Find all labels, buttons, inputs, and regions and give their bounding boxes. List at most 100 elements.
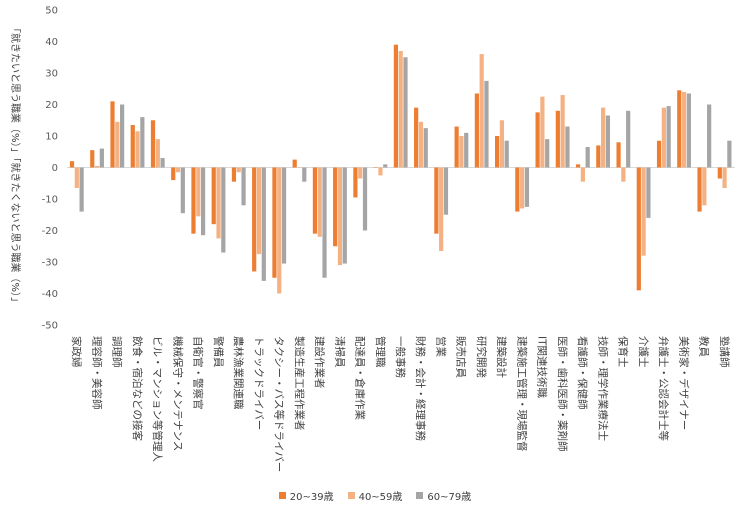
bar-1-30 <box>656 140 662 168</box>
bar-1-18 <box>414 107 419 168</box>
y-axis-label: 「就きたいと思う職業（%）」「就きたくないと思う職業（%）」 <box>9 23 22 307</box>
bar-3-19 <box>443 167 449 215</box>
bar-2-6 <box>175 167 181 173</box>
bar-2-29 <box>641 167 646 256</box>
bar-3-7 <box>200 167 206 236</box>
bar-1-19 <box>434 167 439 234</box>
bar-3-13 <box>322 167 327 278</box>
bar-1-31 <box>677 90 682 168</box>
category-label: ビル・マンション等管理人 <box>151 336 164 462</box>
category-label: 医師・歯科医師・薬剤師 <box>556 336 569 452</box>
bar-3-17 <box>403 57 408 168</box>
bar-2-31 <box>681 91 687 168</box>
y-tick-label: 30 <box>45 69 58 80</box>
bar-3-8 <box>221 167 226 253</box>
legend-label: 60~79歳 <box>427 492 472 503</box>
y-tick-label: -40 <box>42 289 58 300</box>
bar-3-2 <box>99 148 104 168</box>
bars <box>69 44 732 294</box>
bar-1-27 <box>596 145 601 168</box>
y-tick-label: -10 <box>42 195 58 206</box>
category-label: 弁護士・公認会計士等 <box>657 336 670 441</box>
category-label: 一般事務 <box>394 336 407 378</box>
bar-1-1 <box>69 161 75 168</box>
legend-item: 60~79歳 <box>416 488 471 503</box>
bar-1-20 <box>454 126 459 168</box>
bar-3-1 <box>79 167 84 212</box>
bar-2-2 <box>94 165 100 168</box>
bar-3-33 <box>727 140 732 168</box>
bar-2-24 <box>540 96 545 168</box>
category-label: 家政婦 <box>70 336 83 368</box>
bar-2-7 <box>196 167 201 217</box>
bar-3-23 <box>524 167 530 207</box>
category-label: 調理師 <box>111 336 124 368</box>
bar-1-5 <box>150 120 156 168</box>
bar-2-13 <box>317 167 322 237</box>
bar-1-2 <box>90 150 95 168</box>
bar-1-29 <box>636 167 641 291</box>
category-label: 農林漁業関連職 <box>232 336 245 410</box>
bar-3-31 <box>686 93 691 168</box>
bar-3-15 <box>362 167 368 231</box>
category-label: 看護師・保健師 <box>576 336 589 410</box>
category-label: 理容師・美容師 <box>90 336 103 410</box>
bar-2-28 <box>621 167 626 182</box>
bar-3-29 <box>646 167 651 218</box>
bar-3-9 <box>241 167 246 206</box>
bar-1-12 <box>292 159 297 168</box>
bar-1-25 <box>555 110 560 168</box>
category-label: タクシー・バス等ドライバー <box>273 336 286 472</box>
category-label: 美術家・デザイナー <box>677 336 690 430</box>
category-label: 自衛官・警察官 <box>192 336 205 410</box>
category-label: 建設作業者 <box>313 336 326 389</box>
bar-1-9 <box>231 167 237 182</box>
category-label: 営業 <box>434 336 447 357</box>
bar-1-8 <box>211 167 216 225</box>
bar-3-27 <box>605 115 611 168</box>
bar-1-13 <box>312 167 318 234</box>
bar-3-4 <box>140 117 145 168</box>
bar-2-30 <box>661 107 666 168</box>
bar-2-20 <box>459 136 464 168</box>
bar-2-23 <box>520 167 525 209</box>
category-label: 警備員 <box>212 336 225 368</box>
bar-1-14 <box>333 167 338 247</box>
y-tick-label: 50 <box>45 6 58 17</box>
legend-swatch <box>278 492 286 499</box>
y-axis-title: 「就きたいと思う職業（%）」「就きたくないと思う職業（%）」 <box>9 23 22 307</box>
bar-1-33 <box>717 167 722 179</box>
category-label: 教員 <box>698 336 711 357</box>
category-label: IT関連技術職 <box>536 336 549 399</box>
category-label: 技師・理学作業療法士 <box>596 336 609 441</box>
bar-2-10 <box>256 167 262 255</box>
legend-item: 20~39歳 <box>278 488 334 503</box>
bar-1-11 <box>272 167 277 278</box>
bar-1-3 <box>110 101 115 168</box>
category-labels: 家政婦 理容師・美容師 調理師 飲食・宿泊などの接客 ビル・マンション等管理人 機械保守・… <box>70 336 731 472</box>
legend-swatch <box>416 492 424 499</box>
y-tick-label: 40 <box>45 37 58 48</box>
bar-3-10 <box>261 167 266 281</box>
bar-3-25 <box>565 126 570 168</box>
category-label: 建築施工管理・現場監督 <box>515 336 528 452</box>
category-label: 塾講師 <box>718 336 731 368</box>
bar-2-33 <box>722 167 727 188</box>
bar-2-15 <box>358 167 363 179</box>
bar-2-14 <box>337 167 343 266</box>
legend-label: 40~59歳 <box>358 492 403 503</box>
category-label: 財務・会計・経理事務 <box>414 336 427 441</box>
bar-2-32 <box>702 167 707 206</box>
bar-3-3 <box>120 104 125 168</box>
bar-2-27 <box>601 107 606 168</box>
bar-2-25 <box>560 95 565 168</box>
bar-2-5 <box>155 139 160 168</box>
category-label: 保育士 <box>617 336 630 368</box>
bar-2-3 <box>115 121 120 168</box>
bar-2-11 <box>277 167 282 294</box>
bar-1-24 <box>535 112 540 168</box>
bar-1-6 <box>171 167 176 181</box>
bar-2-19 <box>439 167 444 251</box>
bar-2-17 <box>398 50 403 168</box>
y-tick-label: 0 <box>52 163 58 174</box>
